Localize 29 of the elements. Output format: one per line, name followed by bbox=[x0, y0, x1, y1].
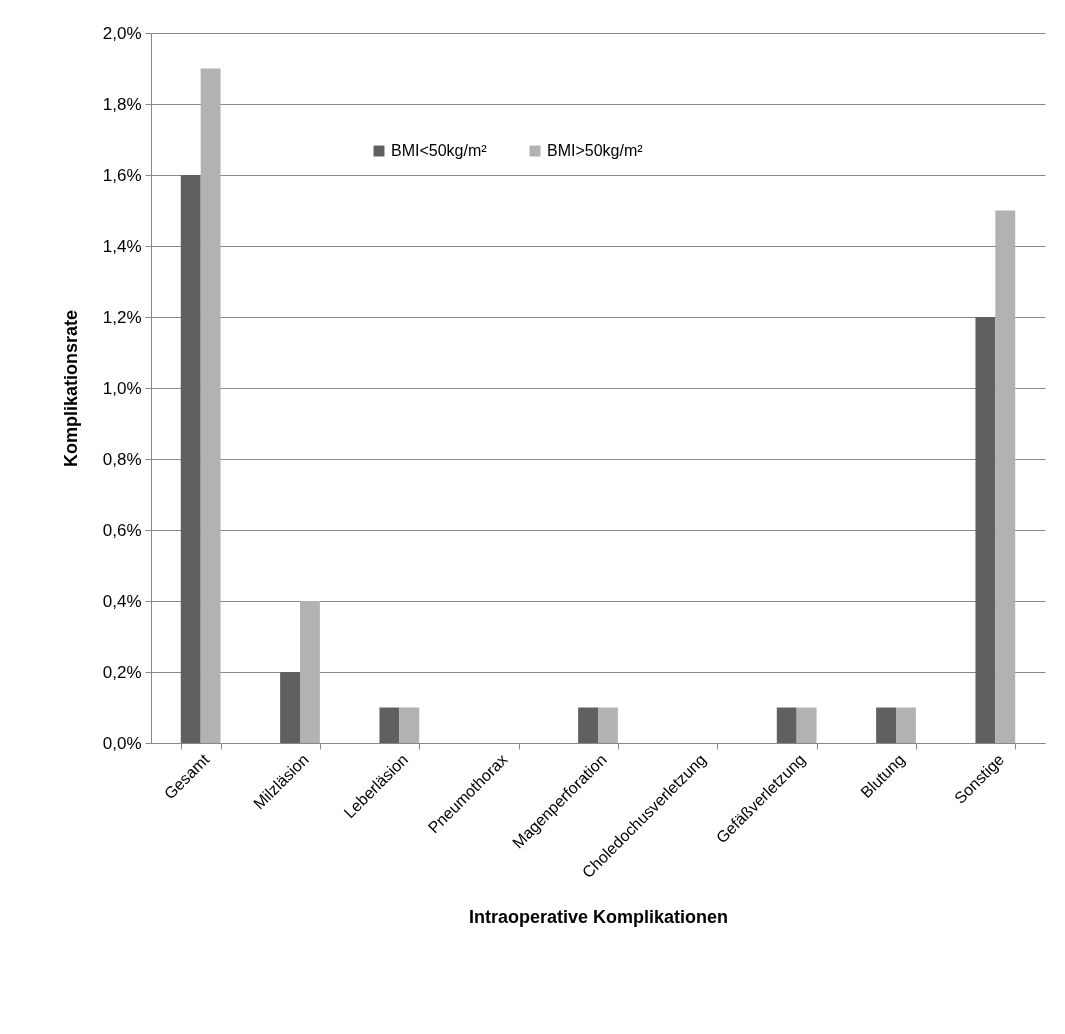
bar bbox=[300, 601, 320, 743]
y-tick-label: 0,8% bbox=[102, 449, 142, 469]
bar bbox=[896, 707, 916, 743]
x-axis-title: Intraoperative Komplikationen bbox=[468, 907, 729, 928]
y-tick-label: 0,0% bbox=[102, 733, 142, 753]
bar bbox=[776, 707, 797, 743]
y-axis-title: Komplikationsrate bbox=[60, 309, 81, 468]
legend-label: BMI>50kg/m² bbox=[547, 142, 644, 159]
y-tick-label: 1,0% bbox=[102, 378, 142, 398]
bar bbox=[280, 672, 300, 743]
y-tick-label: 0,4% bbox=[102, 591, 142, 611]
bar bbox=[995, 210, 1016, 743]
bar bbox=[876, 707, 896, 743]
bar bbox=[180, 175, 201, 743]
bar bbox=[200, 68, 221, 743]
y-tick-label: 0,2% bbox=[102, 662, 142, 682]
legend-label: BMI<50kg/m² bbox=[391, 142, 488, 159]
y-tick-label: 1,2% bbox=[102, 307, 142, 327]
bar bbox=[975, 317, 996, 743]
bar bbox=[399, 707, 420, 743]
bar bbox=[796, 707, 817, 743]
y-tick-label: 0,6% bbox=[102, 520, 142, 540]
y-tick-label: 1,6% bbox=[102, 165, 142, 185]
bar bbox=[379, 707, 400, 743]
y-tick-label: 1,8% bbox=[102, 94, 142, 114]
bar bbox=[578, 707, 598, 743]
y-tick-label: 1,4% bbox=[102, 236, 142, 256]
bar bbox=[598, 707, 618, 743]
y-tick-label: 2,0% bbox=[102, 23, 142, 43]
